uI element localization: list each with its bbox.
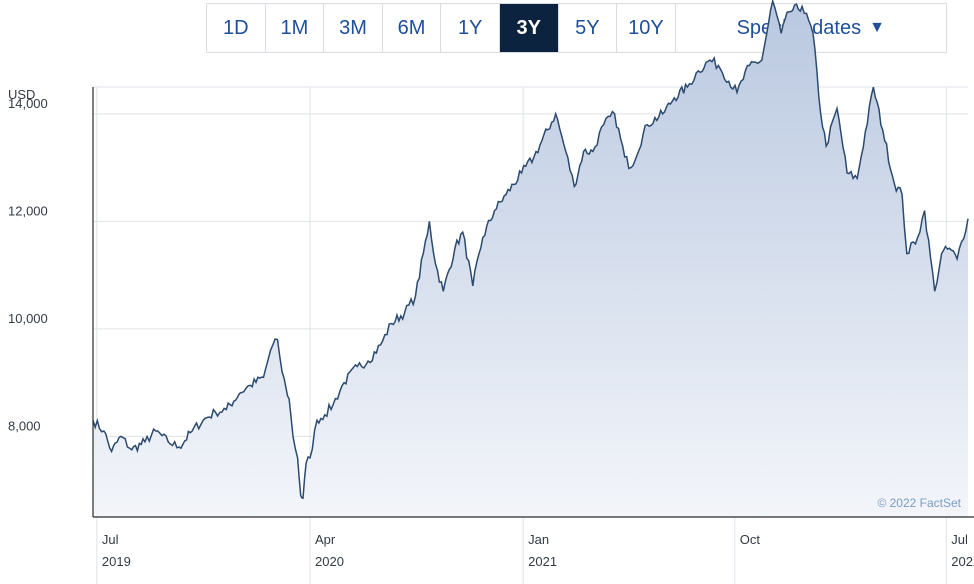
price-area <box>93 1 968 517</box>
x-tick-month-label: Oct <box>740 532 761 547</box>
range-button-3y[interactable]: 3Y <box>499 4 559 52</box>
caret-down-icon: ▼ <box>869 19 885 36</box>
x-tick-year-label: 2019 <box>102 554 131 569</box>
range-button-10y[interactable]: 10Y <box>617 4 676 52</box>
range-button-3m[interactable]: 3M <box>324 4 383 52</box>
y-tick-label: 10,000 <box>8 311 48 326</box>
y-tick-label: 12,000 <box>8 203 48 218</box>
y-axis-label: USD <box>8 87 35 102</box>
chart-credit: © 2022 FactSet <box>877 496 961 510</box>
x-tick-month-label: Jan <box>528 532 549 547</box>
range-selector: 1D 1M 3M 6M 1Y 3Y 5Y 10Y Specific dates … <box>206 3 947 53</box>
axes: 8,000 10,000 12,000 14,000 Jul 2019 Apr 2020 Jan… <box>8 87 974 569</box>
x-tick-year-label: 2022 <box>951 554 974 569</box>
range-button-5y[interactable]: 5Y <box>558 4 618 52</box>
x-tick-month-label: Apr <box>315 532 336 547</box>
range-button-1y[interactable]: 1Y <box>441 4 500 52</box>
y-tick-label: 14,000 <box>8 96 48 111</box>
x-tick-year-label: 2021 <box>528 554 557 569</box>
x-tick-year-label: 2020 <box>315 554 344 569</box>
price-line <box>92 0 969 500</box>
range-button-1d[interactable]: 1D <box>207 4 266 52</box>
x-tick-month-label: Jul <box>102 532 119 547</box>
y-tick-label: 8,000 <box>8 418 41 433</box>
range-button-6m[interactable]: 6M <box>382 4 442 52</box>
x-tick-month-label: Jul <box>951 532 968 547</box>
range-button-1m[interactable]: 1M <box>265 4 325 52</box>
